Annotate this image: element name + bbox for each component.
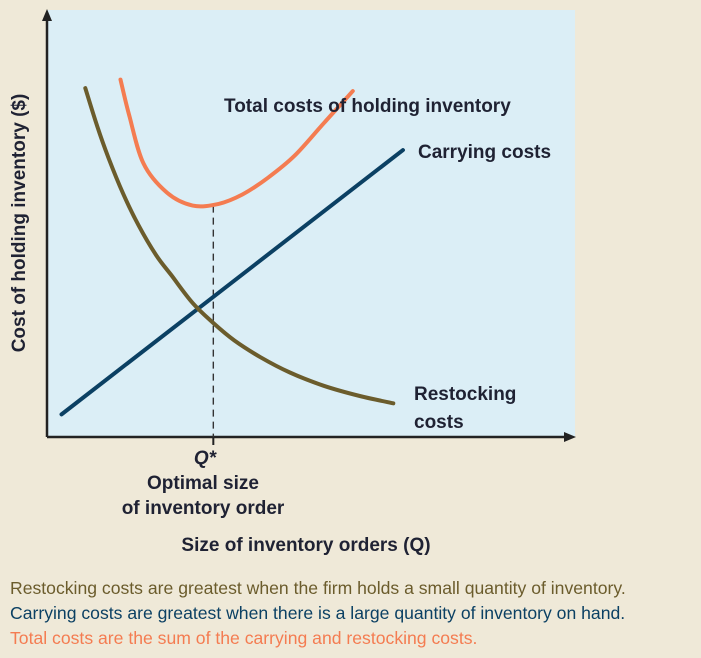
restocking-costs-label-line2: costs (414, 412, 464, 433)
caption-carrying: Carrying costs are greatest when there i… (10, 603, 626, 623)
optimal-size-label-line2: of inventory order (122, 498, 285, 519)
restocking-costs-label-line1: Restocking (414, 384, 516, 405)
optimal-size-label-line1: Optimal size (147, 473, 259, 494)
total-costs-curve (118, 77, 355, 209)
y-axis-arrow (42, 9, 52, 21)
caption-total: Total costs are the sum of the carrying … (10, 628, 478, 648)
restocking-costs-curve (83, 86, 396, 406)
carrying-costs-line (59, 148, 405, 417)
total-costs-label: Total costs of holding inventory (224, 96, 511, 117)
x-axis-arrow (564, 432, 576, 442)
q-star-label: Q* (194, 448, 218, 469)
figure-caption: Restocking costs are greatest when the f… (10, 576, 700, 651)
carrying-costs-label: Carrying costs (418, 142, 551, 163)
x-axis-title: Size of inventory orders (Q) (181, 535, 430, 556)
y-axis-title: Cost of holding inventory ($) (9, 94, 30, 353)
inventory-cost-chart: Total costs of holding inventory Carryin… (9, 9, 576, 556)
caption-restocking: Restocking costs are greatest when the f… (10, 578, 626, 598)
